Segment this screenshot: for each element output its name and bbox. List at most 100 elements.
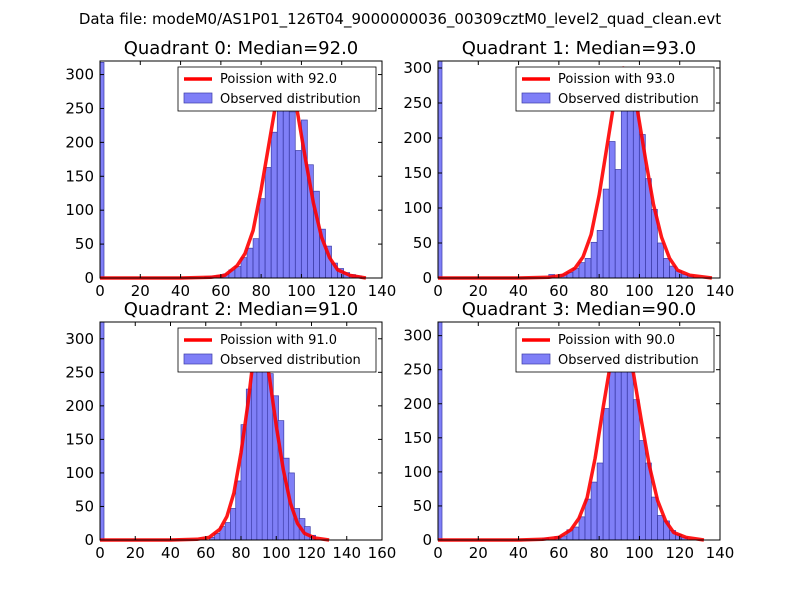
plot-area: 0 20 40 60 80 100 120 140 0 50 100 150 200 250 300 Pois… (403, 321, 735, 562)
x-tick-label: 60 (196, 544, 215, 562)
x-tick-label: 60 (549, 544, 568, 562)
legend-bar-label: Observed distribution (220, 353, 361, 368)
y-tick-label: 200 (65, 397, 94, 415)
legend-box (177, 327, 377, 373)
zero-bin-bar (99, 62, 105, 279)
histogram-bar (608, 359, 616, 541)
legend-bar-swatch (183, 353, 213, 365)
histogram-bar (633, 399, 640, 541)
histogram-bar (626, 371, 634, 541)
legend-bar-swatch (521, 92, 551, 104)
subplot-title: Quadrant 1: Median=93.0 (462, 38, 697, 59)
x-tick-label: 140 (706, 282, 735, 300)
histogram-bar (276, 104, 284, 279)
histogram-bar (633, 106, 640, 279)
y-tick-label: 300 (403, 59, 432, 77)
x-tick-label: 40 (509, 282, 528, 300)
x-tick-label: 80 (590, 282, 609, 300)
x-tick-label: 100 (625, 544, 654, 562)
histogram-bar (639, 440, 646, 541)
legend-bar-label: Observed distribution (558, 353, 699, 368)
x-tick-label: 80 (231, 544, 250, 562)
y-tick-label: 200 (65, 133, 94, 151)
x-tick-label: 120 (297, 544, 326, 562)
axes-frame (99, 60, 383, 279)
histogram-bar (602, 188, 610, 279)
y-tick-label: 150 (403, 164, 432, 182)
y-tick-label: 300 (65, 66, 94, 84)
x-tick-label: 140 (706, 544, 735, 562)
histogram-bar (620, 90, 628, 279)
y-tick-label: 100 (403, 199, 432, 217)
histogram-bar (264, 167, 272, 279)
histogram-bar (608, 141, 616, 279)
histogram-bar (590, 241, 598, 279)
x-tick-label: 40 (161, 544, 180, 562)
histogram-bar (252, 238, 260, 279)
y-tick-label: 0 (422, 269, 432, 287)
subplot-quadrant-0: Quadrant 0: Median=92.0 0 20 40 60 80 100 120 1… (65, 38, 396, 300)
axes-frame (437, 321, 721, 541)
zero-bin-bar (437, 321, 443, 541)
histogram-bar (596, 230, 604, 279)
legend-bar-label: Observed distribution (220, 92, 361, 107)
legend-curve-label: Poission with 92.0 (220, 72, 337, 87)
y-tick-label: 50 (75, 497, 94, 515)
x-tick-label: 0 (433, 282, 443, 300)
y-tick-label: 200 (403, 129, 432, 147)
legend-curve-label: Poission with 90.0 (558, 333, 675, 348)
x-tick-label: 60 (549, 282, 568, 300)
x-tick-label: 20 (131, 282, 150, 300)
y-tick-label: 250 (65, 99, 94, 117)
y-tick-label: 250 (65, 363, 94, 381)
histogram-bar (295, 150, 302, 279)
x-tick-label: 20 (469, 282, 488, 300)
x-tick-label: 100 (287, 282, 316, 300)
y-tick-label: 300 (403, 327, 432, 345)
x-tick-label: 140 (332, 544, 361, 562)
legend: Poission with 91.0 Observed distribution (177, 327, 377, 373)
y-tick-label: 150 (65, 430, 94, 448)
zero-bin-bar (99, 321, 105, 541)
x-tick-label: 0 (433, 544, 443, 562)
y-tick-label: 100 (65, 201, 94, 219)
histogram-bar (657, 515, 664, 541)
y-tick-label: 100 (403, 463, 432, 481)
legend: Poission with 93.0 Observed distribution (515, 66, 715, 112)
x-tick-label: 0 (95, 282, 105, 300)
y-tick-label: 0 (84, 531, 94, 549)
subplot-quadrant-3: Quadrant 3: Median=90.0 0 20 40 60 80 100 120 1… (403, 299, 734, 562)
x-tick-label: 120 (665, 544, 694, 562)
subplot-quadrant-1: Quadrant 1: Median=93.0 0 20 40 60 80 100 120 1… (403, 38, 734, 300)
x-tick-label: 20 (469, 544, 488, 562)
histogram-bar (578, 516, 586, 541)
histogram-bar (651, 496, 658, 541)
x-tick-label: 60 (211, 282, 230, 300)
legend: Poission with 92.0 Observed distribution (177, 66, 377, 112)
legend-bar-swatch (521, 353, 551, 365)
x-tick-label: 80 (590, 544, 609, 562)
histogram-bar (572, 526, 580, 541)
histogram-bar (270, 131, 278, 279)
subplot-title: Quadrant 0: Median=92.0 (124, 38, 359, 59)
legend-bar-swatch (183, 92, 213, 104)
y-tick-label: 50 (75, 235, 94, 253)
y-tick-label: 200 (403, 395, 432, 413)
y-tick-label: 250 (403, 361, 432, 379)
legend-curve-label: Poission with 93.0 (558, 72, 675, 87)
x-tick-label: 140 (368, 282, 397, 300)
histogram-bar (578, 262, 586, 279)
axes-frame (437, 60, 721, 279)
x-tick-label: 100 (625, 282, 654, 300)
y-tick-label: 50 (413, 234, 432, 252)
legend: Poission with 90.0 Observed distribution (515, 327, 715, 373)
plot-area: 0 20 40 60 80 100 120 140 0 50 100 150 200 250 300 Pois… (403, 59, 734, 300)
x-tick-label: 80 (252, 282, 271, 300)
y-tick-label: 100 (65, 464, 94, 482)
histogram-bar (596, 462, 604, 541)
histogram-bar (663, 258, 670, 279)
x-tick-label: 100 (262, 544, 291, 562)
y-tick-label: 50 (413, 497, 432, 515)
x-tick-label: 120 (665, 282, 694, 300)
